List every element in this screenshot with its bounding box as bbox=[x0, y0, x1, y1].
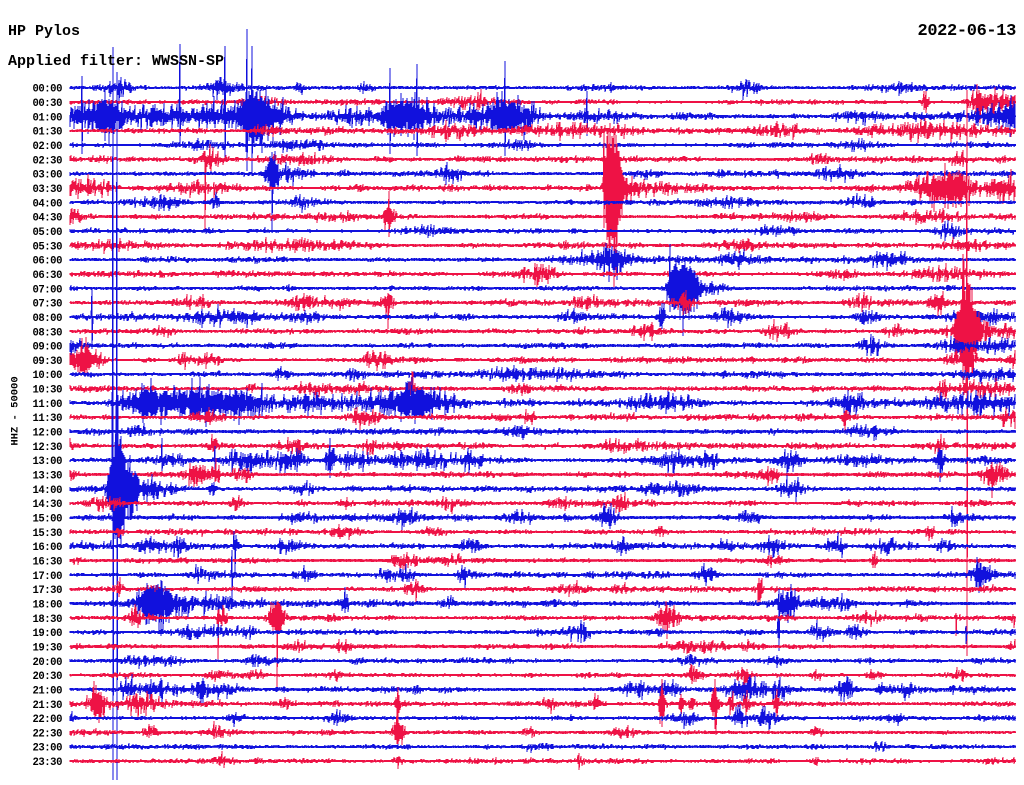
svg-text:05:00: 05:00 bbox=[32, 227, 62, 239]
svg-text:15:00: 15:00 bbox=[32, 514, 62, 526]
svg-text:17:30: 17:30 bbox=[32, 585, 62, 597]
svg-text:2022-06-13: 2022-06-13 bbox=[917, 22, 1016, 41]
svg-text:22:00: 22:00 bbox=[32, 714, 62, 726]
svg-text:08:00: 08:00 bbox=[32, 313, 62, 325]
svg-text:08:30: 08:30 bbox=[32, 327, 62, 339]
svg-text:16:00: 16:00 bbox=[32, 542, 62, 554]
svg-text:09:00: 09:00 bbox=[32, 342, 62, 354]
svg-text:18:00: 18:00 bbox=[32, 600, 62, 612]
svg-text:16:30: 16:30 bbox=[32, 557, 62, 569]
svg-text:01:30: 01:30 bbox=[32, 127, 62, 139]
svg-text:Applied filter: WWSSN-SP: Applied filter: WWSSN-SP bbox=[8, 53, 224, 70]
svg-text:21:00: 21:00 bbox=[32, 685, 62, 697]
svg-text:12:00: 12:00 bbox=[32, 428, 62, 440]
svg-text:02:30: 02:30 bbox=[32, 155, 62, 167]
svg-text:12:30: 12:30 bbox=[32, 442, 62, 454]
svg-text:00:00: 00:00 bbox=[32, 84, 62, 96]
svg-text:04:00: 04:00 bbox=[32, 198, 62, 210]
svg-text:06:30: 06:30 bbox=[32, 270, 62, 282]
svg-text:11:30: 11:30 bbox=[32, 413, 62, 425]
svg-text:17:00: 17:00 bbox=[32, 571, 62, 583]
svg-text:00:30: 00:30 bbox=[32, 98, 62, 110]
svg-text:05:30: 05:30 bbox=[32, 241, 62, 253]
svg-text:03:30: 03:30 bbox=[32, 184, 62, 196]
svg-text:13:30: 13:30 bbox=[32, 471, 62, 483]
svg-text:03:00: 03:00 bbox=[32, 170, 62, 182]
svg-text:02:00: 02:00 bbox=[32, 141, 62, 153]
svg-text:06:00: 06:00 bbox=[32, 256, 62, 268]
svg-text:HHZ - 50000: HHZ - 50000 bbox=[10, 376, 22, 445]
svg-text:10:00: 10:00 bbox=[32, 370, 62, 382]
svg-text:14:30: 14:30 bbox=[32, 499, 62, 511]
svg-text:14:00: 14:00 bbox=[32, 485, 62, 497]
svg-text:04:30: 04:30 bbox=[32, 213, 62, 225]
svg-text:20:00: 20:00 bbox=[32, 657, 62, 669]
svg-text:10:30: 10:30 bbox=[32, 385, 62, 397]
svg-text:23:30: 23:30 bbox=[32, 757, 62, 769]
svg-text:HP Pylos: HP Pylos bbox=[8, 23, 80, 40]
svg-text:20:30: 20:30 bbox=[32, 671, 62, 683]
svg-text:01:00: 01:00 bbox=[32, 112, 62, 124]
svg-text:09:30: 09:30 bbox=[32, 356, 62, 368]
svg-text:13:00: 13:00 bbox=[32, 456, 62, 468]
svg-text:15:30: 15:30 bbox=[32, 528, 62, 540]
svg-text:19:30: 19:30 bbox=[32, 643, 62, 655]
svg-text:11:00: 11:00 bbox=[32, 399, 62, 411]
svg-text:07:30: 07:30 bbox=[32, 299, 62, 311]
svg-text:23:00: 23:00 bbox=[32, 743, 62, 755]
svg-text:19:00: 19:00 bbox=[32, 628, 62, 640]
svg-text:21:30: 21:30 bbox=[32, 700, 62, 712]
svg-text:18:30: 18:30 bbox=[32, 614, 62, 626]
svg-text:07:00: 07:00 bbox=[32, 284, 62, 296]
svg-text:22:30: 22:30 bbox=[32, 728, 62, 740]
